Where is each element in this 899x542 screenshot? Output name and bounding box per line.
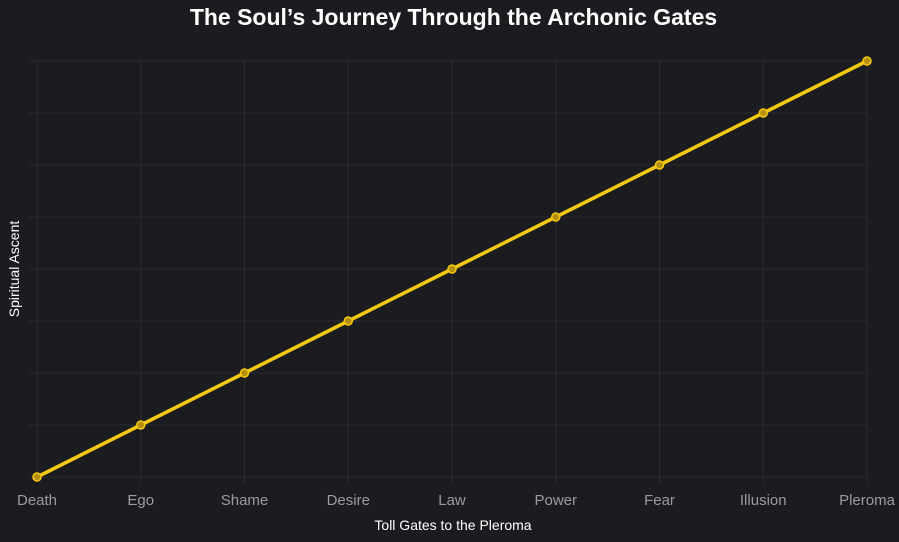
x-tick-label: Power (534, 492, 577, 509)
x-tick-label: Fear (644, 492, 675, 509)
x-tick-label: Illusion (740, 492, 787, 509)
x-tick-label: Ego (127, 492, 154, 509)
data-point (654, 160, 665, 170)
data-point (447, 264, 457, 274)
data-point (758, 108, 768, 118)
series-layer (32, 56, 872, 482)
chart-title: The Soul’s Journey Through the Archonic … (189, 4, 718, 30)
data-point (239, 368, 250, 378)
y-axis-label: Spiritual Ascent (6, 221, 22, 318)
x-tick-label: Desire (327, 492, 370, 509)
data-point (32, 472, 42, 482)
x-axis-label: Toll Gates to the Pleroma (374, 517, 531, 533)
data-point (343, 316, 353, 326)
data-point (551, 212, 561, 222)
data-point (862, 56, 872, 66)
data-point (136, 420, 146, 430)
grid (29, 60, 868, 483)
x-tick-label: Shame (221, 492, 269, 509)
x-tick-label: Death (17, 492, 57, 509)
x-tick-label: Law (438, 492, 466, 509)
x-tick-labels: Death Ego Shame Desire Law Power Fear Illusion P… (17, 492, 896, 509)
x-tick-label: Pleroma (839, 492, 896, 509)
